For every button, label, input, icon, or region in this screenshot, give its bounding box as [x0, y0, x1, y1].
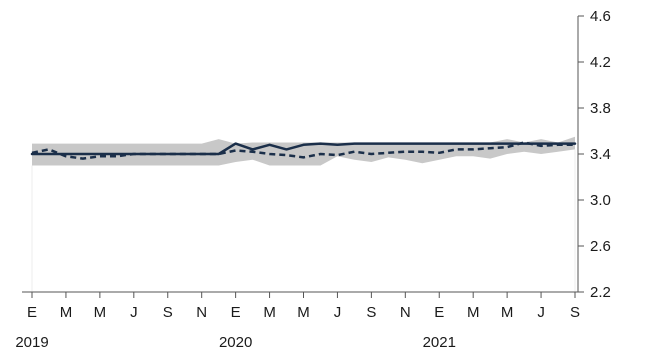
- x-tick-label: N: [196, 304, 207, 321]
- y-tick-label: 3.4: [590, 146, 611, 163]
- band-baseline-layer: [31, 149, 576, 292]
- y-tick-label: 3.8: [590, 100, 611, 117]
- series-layer: [30, 141, 577, 160]
- y-tick-label: 2.2: [590, 284, 611, 301]
- x-tick-label: M: [297, 304, 310, 321]
- range-band: [32, 136, 575, 166]
- series-line-dashed: [31, 141, 575, 160]
- x-tick-label: M: [501, 304, 514, 321]
- range-band-layer: [32, 136, 575, 166]
- y-axis: 2.2 2.6 3.0 3.4 3.8 4.2 4.6: [577, 8, 611, 301]
- x-tick-label: E: [27, 304, 37, 321]
- x-tick-label: J: [537, 304, 545, 321]
- x-year-label: 2021: [423, 334, 456, 351]
- y-tick-label: 3.0: [590, 192, 611, 209]
- x-tick-label: E: [231, 304, 241, 321]
- series-line-solid: [30, 142, 577, 156]
- x-tick-label: J: [130, 304, 138, 321]
- x-tick-label: S: [163, 304, 173, 321]
- x-tick-label: J: [334, 304, 342, 321]
- x-tick-label: M: [263, 304, 276, 321]
- x-tick-label: M: [94, 304, 107, 321]
- y-tick-label: 2.6: [590, 238, 611, 255]
- x-tick-label: S: [570, 304, 580, 321]
- x-tick-label: M: [60, 304, 73, 321]
- x-tick-label: M: [467, 304, 480, 321]
- x-tick-label: S: [366, 304, 376, 321]
- x-year-label: 2019: [15, 334, 48, 351]
- y-tick-label: 4.2: [590, 54, 611, 71]
- y-tick-label: 4.6: [590, 8, 611, 25]
- x-axis: E M M J S N E M M J S N E M M J S 2019 2020 2021: [15, 291, 580, 351]
- x-tick-label: N: [400, 304, 411, 321]
- x-year-label: 2020: [219, 334, 252, 351]
- x-tick-label: E: [434, 304, 444, 321]
